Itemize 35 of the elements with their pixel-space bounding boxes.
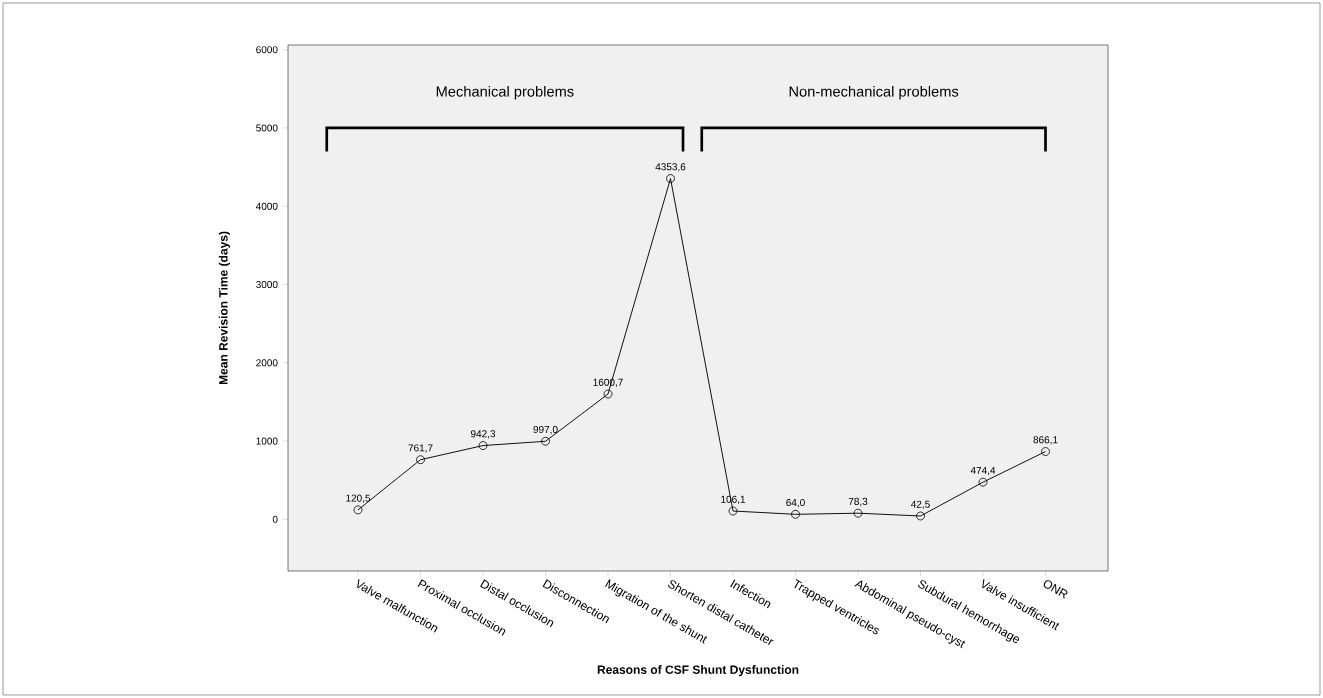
y-tick-label: 5000 [256,124,278,132]
point [666,174,675,183]
y-tick-label: 6000 [256,46,278,54]
point [416,455,425,465]
data-label: 997,0 [533,425,558,435]
data-label: 474,4 [970,466,996,476]
point [353,505,363,515]
data-label: 761,7 [408,444,433,453]
point [978,477,988,487]
y-tick-label: 2000 [256,359,278,367]
data-label: 78,3 [848,497,868,507]
point [916,511,925,521]
point [791,509,800,519]
point [728,506,738,516]
y-axis-title: Mean Revision Time (days) [218,231,230,385]
point [478,441,488,450]
data-label: 942,3 [470,430,496,439]
point [541,436,550,446]
y-tick-label: 0 [272,515,278,523]
data-label: 4353,6 [655,163,686,172]
point [1041,447,1050,456]
data-label: 42,5 [911,500,930,509]
y-tick-label: 4000 [255,202,278,210]
data-label: 1600,7 [593,378,623,387]
point [853,508,863,518]
data-label: 120,5 [346,494,371,503]
point [603,389,613,399]
y-tick-label: 3000 [256,280,278,289]
data-label: 866,1 [1033,436,1058,445]
data-label: 64,0 [786,498,805,508]
data-label: 106,1 [721,495,746,504]
annotation: Non-mechanical problems [789,85,959,100]
y-tick-label: 1000 [256,437,278,445]
x-axis-title: Reasons of CSF Shunt Dysfunction [597,665,799,677]
annotation: Mechanical problems [436,85,574,100]
